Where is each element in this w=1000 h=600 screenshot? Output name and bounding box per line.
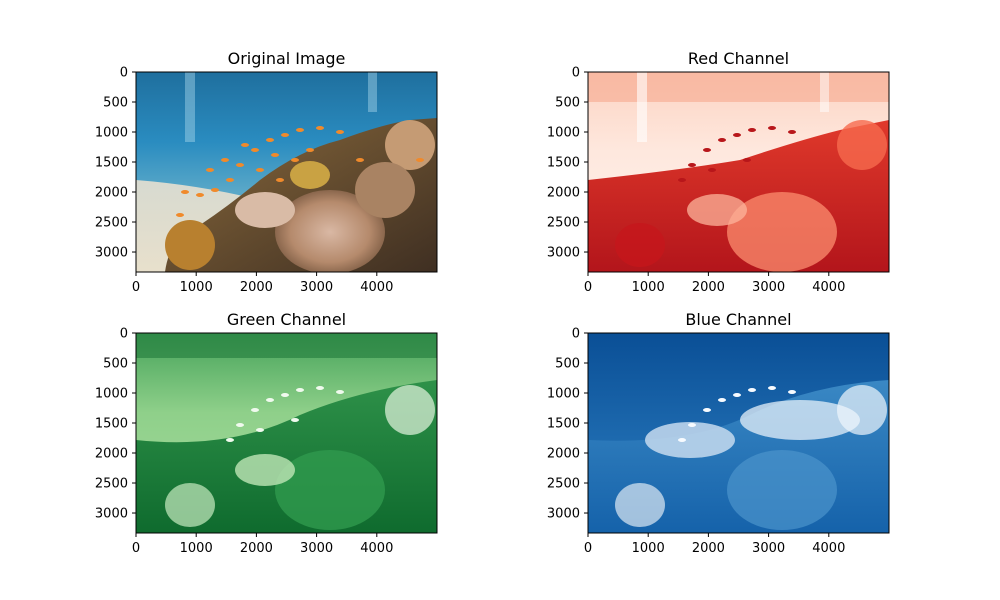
axes-blue: 0 1000 2000 3000 4000 0 500 1000 1500 2000 2500 300… bbox=[547, 310, 890, 556]
ytick-label-original-6: 3000 bbox=[95, 246, 128, 261]
ytick-label-blue-5: 2500 bbox=[547, 477, 580, 492]
ytick-label-red-2: 1000 bbox=[547, 126, 580, 141]
ytick-label-original-1: 500 bbox=[103, 96, 128, 111]
xtick-label-original-0: 0 bbox=[132, 280, 140, 295]
subplot-title-original: Original Image bbox=[228, 49, 346, 68]
ytick-label-green-5: 2500 bbox=[95, 477, 128, 492]
xtick-label-red-4: 4000 bbox=[812, 280, 845, 295]
xtick-label-original-3: 3000 bbox=[300, 280, 333, 295]
xtick-label-red-3: 3000 bbox=[752, 280, 785, 295]
axes-frame-red bbox=[587, 71, 890, 273]
ytick-label-original-4: 2000 bbox=[95, 186, 128, 201]
ytick-label-red-4: 2000 bbox=[547, 186, 580, 201]
image-green-channel bbox=[136, 333, 437, 533]
axes-frame-blue bbox=[587, 332, 890, 534]
subplot-blue bbox=[588, 333, 889, 533]
subplot-title-red: Red Channel bbox=[688, 49, 789, 68]
xtick-label-blue-3: 3000 bbox=[752, 541, 785, 556]
subplot-title-green: Green Channel bbox=[227, 310, 346, 329]
axes-original: 0 1000 2000 3000 4000 0 500 1000 1500 2000 2500 300… bbox=[95, 49, 438, 295]
subplot-green bbox=[136, 333, 437, 533]
ytick-label-blue-6: 3000 bbox=[547, 507, 580, 522]
image-red-channel bbox=[588, 72, 889, 272]
ytick-label-original-5: 2500 bbox=[95, 216, 128, 231]
xtick-label-blue-1: 1000 bbox=[632, 541, 665, 556]
xtick-label-green-2: 2000 bbox=[240, 541, 273, 556]
ytick-label-blue-0: 0 bbox=[572, 327, 580, 342]
axes-frame-original bbox=[135, 71, 438, 273]
xtick-label-blue-0: 0 bbox=[584, 541, 592, 556]
subplot-red bbox=[588, 72, 889, 272]
ytick-label-green-0: 0 bbox=[120, 327, 128, 342]
ytick-label-red-5: 2500 bbox=[547, 216, 580, 231]
ytick-label-red-1: 500 bbox=[555, 96, 580, 111]
axes-green: 0 1000 2000 3000 4000 0 500 1000 1500 2000 2500 300… bbox=[95, 310, 438, 556]
xtick-label-red-0: 0 bbox=[584, 280, 592, 295]
ytick-label-original-0: 0 bbox=[120, 66, 128, 81]
ytick-label-blue-2: 1000 bbox=[547, 387, 580, 402]
xtick-label-blue-2: 2000 bbox=[692, 541, 725, 556]
xtick-label-blue-4: 4000 bbox=[812, 541, 845, 556]
xtick-label-green-0: 0 bbox=[132, 541, 140, 556]
ytick-label-green-1: 500 bbox=[103, 357, 128, 372]
ytick-label-green-3: 1500 bbox=[95, 417, 128, 432]
ytick-label-red-6: 3000 bbox=[547, 246, 580, 261]
ytick-label-green-6: 3000 bbox=[95, 507, 128, 522]
xtick-label-green-3: 3000 bbox=[300, 541, 333, 556]
xtick-label-green-1: 1000 bbox=[180, 541, 213, 556]
subplot-title-blue: Blue Channel bbox=[685, 310, 791, 329]
xtick-label-green-4: 4000 bbox=[360, 541, 393, 556]
ytick-label-blue-1: 500 bbox=[555, 357, 580, 372]
ytick-label-original-2: 1000 bbox=[95, 126, 128, 141]
xtick-label-red-1: 1000 bbox=[632, 280, 665, 295]
ytick-label-green-4: 2000 bbox=[95, 447, 128, 462]
axes-red: 0 1000 2000 3000 4000 0 500 1000 1500 2000 2500 300… bbox=[547, 49, 890, 295]
image-original bbox=[136, 72, 437, 272]
ytick-label-original-3: 1500 bbox=[95, 156, 128, 171]
xtick-label-red-2: 2000 bbox=[692, 280, 725, 295]
axes-layer: 0 1000 2000 3000 4000 0 500 1000 1500 2000 2500 300… bbox=[95, 49, 890, 556]
xtick-label-original-1: 1000 bbox=[180, 280, 213, 295]
subplot-original bbox=[136, 72, 437, 272]
ytick-label-blue-4: 2000 bbox=[547, 447, 580, 462]
ytick-label-blue-3: 1500 bbox=[547, 417, 580, 432]
image-blue-channel bbox=[588, 333, 889, 533]
ytick-label-red-3: 1500 bbox=[547, 156, 580, 171]
xtick-label-original-4: 4000 bbox=[360, 280, 393, 295]
ytick-label-green-2: 1000 bbox=[95, 387, 128, 402]
ytick-label-red-0: 0 bbox=[572, 66, 580, 81]
axes-frame-green bbox=[135, 332, 438, 534]
xtick-label-original-2: 2000 bbox=[240, 280, 273, 295]
